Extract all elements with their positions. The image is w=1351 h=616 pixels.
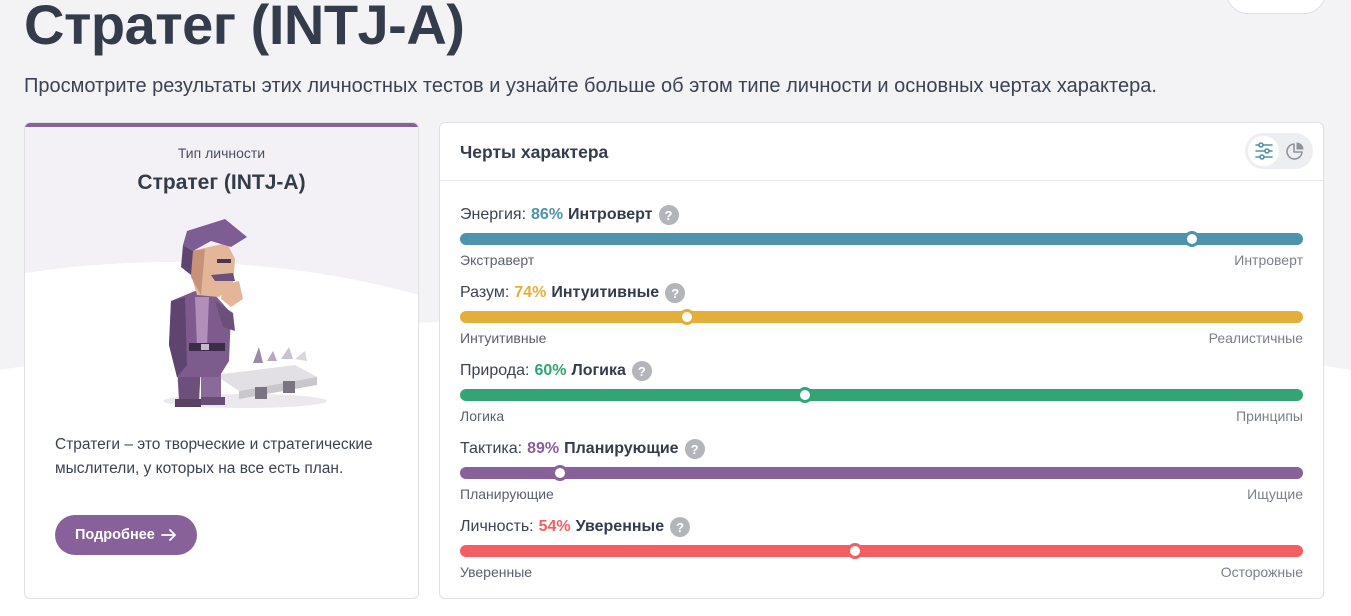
arrow-right-icon <box>160 529 176 541</box>
trait-percent: 74% <box>514 284 547 301</box>
trait-knob <box>1183 231 1200 247</box>
sliders-view-button[interactable] <box>1248 136 1279 166</box>
trait-left-pole: Экстраверт <box>460 252 535 268</box>
trait-result: Логика <box>571 362 626 379</box>
trait-label: Разум: <box>460 284 510 301</box>
trait-bar <box>460 309 1303 325</box>
trait-row: Тактика: 89% Планирующие ? Планирующие И… <box>460 437 1303 507</box>
more-button-label: Подробнее <box>75 527 155 543</box>
trait-result: Планирующие <box>564 440 679 457</box>
trait-left-pole: Планирующие <box>460 486 554 502</box>
trait-left-pole: Логика <box>460 408 505 424</box>
trait-right-pole: Ищущие <box>1247 486 1303 502</box>
help-icon[interactable]: ? <box>670 517 691 537</box>
trait-result: Интуитивные <box>551 284 660 301</box>
help-icon[interactable]: ? <box>658 205 679 225</box>
strategist-avatar <box>163 219 327 408</box>
trait-percent: 86% <box>531 206 564 223</box>
trait-percent: 89% <box>527 440 560 457</box>
card-header-background <box>25 123 418 295</box>
sliders-icon <box>1254 142 1273 160</box>
trait-row: Личность: 54% Уверенные ? Уверенные Осто… <box>460 515 1303 585</box>
trait-label: Природа: <box>460 362 530 379</box>
trait-knob <box>796 387 813 403</box>
pie-view-button[interactable] <box>1279 136 1310 166</box>
trait-result: Уверенные <box>575 518 665 535</box>
trait-bar <box>460 387 1303 403</box>
trait-knob <box>846 543 863 559</box>
trait-percent: 54% <box>538 518 571 535</box>
page-subtitle: Просмотрите результаты этих личностных т… <box>24 75 1157 97</box>
trait-label: Личность: <box>460 518 534 535</box>
trait-right-pole: Принципы <box>1236 408 1303 424</box>
trait-bar <box>460 543 1303 559</box>
trait-row: Разум: 74% Интуитивные ? Интуитивные Реа… <box>460 281 1303 351</box>
more-button[interactable]: Подробнее <box>55 515 197 555</box>
trait-row: Энергия: 86% Интроверт ? Экстраверт Интр… <box>460 203 1303 273</box>
trait-bar <box>460 465 1303 481</box>
trait-label: Тактика: <box>460 440 523 457</box>
trait-right-pole: Осторожные <box>1220 564 1303 580</box>
trait-left-pole: Интуитивные <box>460 330 547 346</box>
trait-knob <box>678 309 695 325</box>
trait-result: Интроверт <box>568 206 653 223</box>
traits-card: Черты характера <box>439 122 1324 599</box>
trait-row: Природа: 60% Логика ? Логика Принципы <box>460 359 1303 429</box>
trait-percent: 60% <box>534 362 567 379</box>
help-icon[interactable]: ? <box>684 439 705 459</box>
help-icon[interactable]: ? <box>631 361 652 381</box>
view-toggle <box>1245 133 1313 169</box>
card-accent-stripe <box>25 123 418 127</box>
trait-right-pole: Интроверт <box>1234 252 1303 268</box>
traits-title: Черты характера <box>460 142 609 162</box>
personality-type-card: Тип личности Стратег (INTJ-A) <box>24 122 419 599</box>
type-caption: Тип личности <box>177 145 266 161</box>
trait-bar <box>460 231 1303 247</box>
type-description: Стратеги – это творческие и стратегическ… <box>55 436 373 477</box>
help-icon[interactable]: ? <box>665 283 686 303</box>
trait-knob <box>552 465 569 481</box>
trait-right-pole: Реалистичные <box>1208 330 1303 346</box>
type-name: Стратег (INTJ-A) <box>137 171 306 194</box>
trait-left-pole: Уверенные <box>460 564 533 580</box>
traits-header: Черты характера <box>440 123 1323 181</box>
trait-label: Энергия: <box>460 206 527 223</box>
page-title: Стратег (INTJ-A) <box>24 0 465 56</box>
pie-chart-icon <box>1285 142 1303 160</box>
header-pill-button[interactable] <box>1226 0 1326 14</box>
